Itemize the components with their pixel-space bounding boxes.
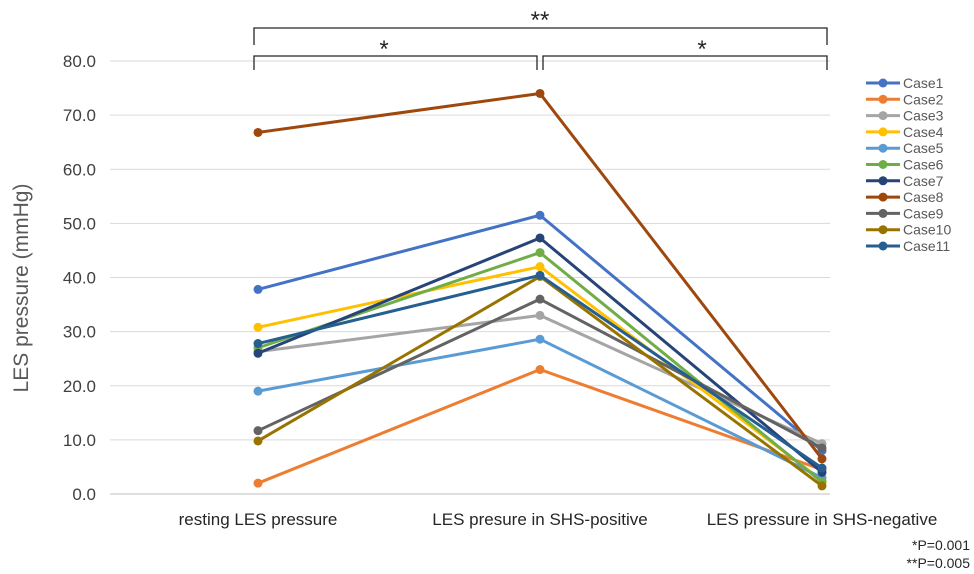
y-tick-label: 60.0 [63, 160, 96, 179]
y-axis-ticks: 0.0 10.0 20.0 30.0 40.0 50.0 60.0 70.0 80.0 [63, 52, 96, 504]
data-point [253, 426, 263, 436]
x-category-label: LES presure in SHS-positive [432, 510, 647, 529]
x-category-label: resting LES pressure [179, 510, 338, 529]
legend-label: Case11 [903, 238, 950, 254]
legend: Case1Case2Case3Case4Case5Case6Case7Case8… [866, 75, 951, 254]
legend-label: Case1 [903, 75, 944, 91]
data-point [535, 365, 545, 375]
legend-swatch-marker [878, 143, 888, 153]
legend-item: Case1 [866, 75, 944, 91]
data-point [535, 310, 545, 320]
data-point [535, 294, 545, 304]
data-point [535, 334, 545, 344]
legend-swatch-marker [878, 160, 888, 169]
y-tick-label: 0.0 [72, 485, 96, 504]
data-point [253, 284, 263, 294]
data-point [535, 262, 545, 272]
y-tick-label: 10.0 [63, 431, 96, 450]
legend-item: Case8 [866, 189, 944, 205]
bracket-outer-label: ** [531, 7, 550, 34]
x-axis-categories: resting LES pressure LES presure in SHS-p… [179, 510, 938, 529]
y-tick-label: 50.0 [63, 214, 96, 233]
legend-item: Case10 [866, 222, 951, 238]
legend-label: Case7 [903, 173, 944, 189]
bracket-left-label: * [379, 36, 388, 63]
legend-label: Case10 [903, 222, 951, 238]
legend-label: Case8 [903, 189, 944, 205]
legend-item: Case3 [866, 108, 944, 124]
data-point [253, 348, 263, 358]
series-lines [253, 88, 827, 491]
data-point [817, 481, 827, 491]
legend-item: Case5 [866, 140, 944, 156]
series-case8 [253, 88, 827, 464]
legend-swatch-marker [878, 111, 888, 121]
series-case5 [253, 334, 827, 483]
legend-swatch-marker [878, 94, 888, 104]
x-category-label: LES pressure in SHS-negative [707, 510, 938, 529]
legend-item: Case2 [866, 91, 944, 107]
bracket-right-line [542, 55, 828, 70]
data-point [253, 386, 263, 396]
legend-label: Case6 [903, 157, 944, 173]
data-point [253, 436, 263, 446]
data-point [253, 322, 263, 332]
data-point [253, 127, 263, 137]
legend-label: Case9 [903, 205, 944, 221]
legend-swatch-marker [878, 241, 888, 251]
y-tick-label: 40.0 [63, 269, 96, 288]
y-axis-label: LES pressure (mmHg) [10, 184, 33, 393]
legend-swatch-marker [878, 225, 888, 235]
data-point [535, 248, 545, 258]
legend-swatch-marker [878, 176, 888, 186]
bracket-outer-line [253, 27, 828, 45]
legend-item: Case7 [866, 173, 944, 189]
y-tick-label: 30.0 [63, 323, 96, 342]
legend-swatch-marker [878, 78, 888, 88]
data-point [535, 233, 545, 243]
legend-item: Case6 [866, 157, 944, 173]
legend-swatch-marker [878, 192, 888, 202]
bracket-right-label: * [697, 36, 706, 63]
data-point [535, 270, 545, 280]
data-point [817, 463, 827, 473]
legend-label: Case4 [903, 124, 944, 140]
data-point [535, 88, 545, 98]
data-point [817, 443, 827, 453]
p-value-note-1: *P=0.001 [912, 537, 970, 553]
data-point [817, 454, 827, 464]
data-point [253, 339, 263, 349]
legend-swatch-marker [878, 127, 888, 137]
legend-swatch-marker [878, 208, 888, 218]
y-tick-label: 80.0 [63, 52, 96, 71]
significance-brackets: ** * * [253, 7, 828, 70]
legend-item: Case9 [866, 205, 944, 221]
series-case1 [253, 210, 827, 456]
y-tick-label: 70.0 [63, 106, 96, 125]
legend-label: Case2 [903, 91, 944, 107]
series-case11 [253, 270, 827, 473]
data-point [253, 478, 263, 488]
legend-label: Case3 [903, 108, 944, 124]
series-line [257, 368, 823, 485]
bracket-left-line [253, 55, 538, 70]
legend-item: Case11 [866, 238, 950, 254]
legend-label: Case5 [903, 140, 944, 156]
p-value-note-2: **P=0.005 [907, 555, 971, 571]
legend-item: Case4 [866, 124, 944, 140]
y-tick-label: 20.0 [63, 377, 96, 396]
data-point [535, 210, 545, 220]
